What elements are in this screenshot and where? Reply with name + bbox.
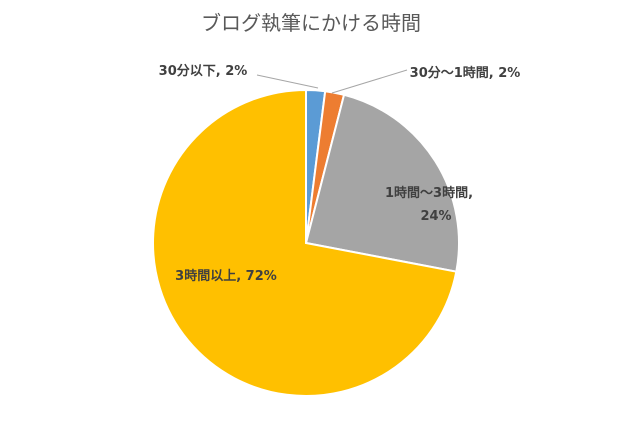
chart-title: ブログ執筆にかける時間	[201, 11, 421, 35]
pie-slice-3	[304, 93, 460, 273]
leader-line-1	[256, 74, 319, 89]
leader-lines	[256, 69, 408, 94]
leader-line-2	[331, 69, 408, 94]
data-label-4: 3時間以上, 72%	[175, 268, 277, 284]
pie-slices	[152, 88, 460, 397]
data-label-3-line-2: 24%	[420, 209, 451, 224]
data-label-2: 30分〜1時間, 2%	[410, 65, 521, 81]
data-labels: 30分以下, 2% 30分〜1時間, 2% 1時間〜3時間, 24% 3時間以上, 72…	[159, 63, 521, 284]
pie-slice-4	[152, 88, 458, 397]
data-label-1: 30分以下, 2%	[159, 63, 248, 79]
data-label-3-line-1: 1時間〜3時間,	[385, 185, 473, 201]
